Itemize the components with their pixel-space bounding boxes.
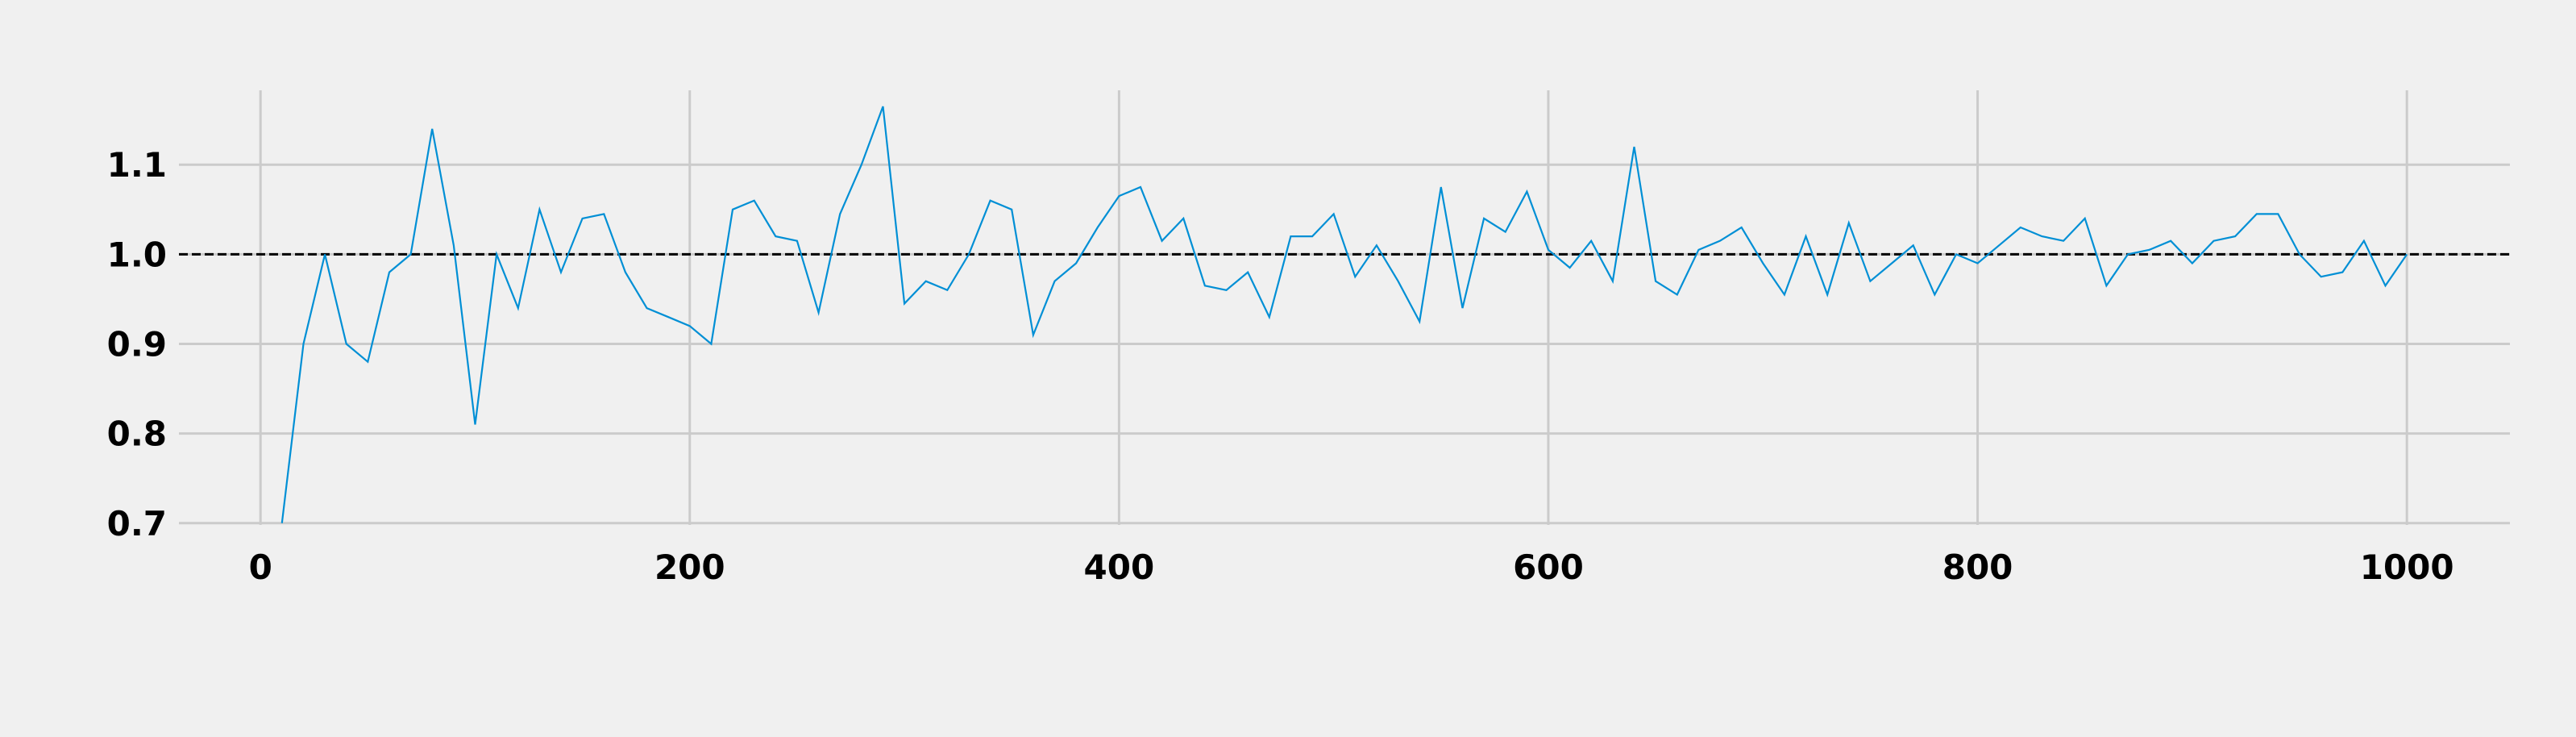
x-tick-label: 1000 (2360, 548, 2454, 587)
series-layer (280, 106, 2408, 523)
x-tick-label: 800 (1942, 548, 2013, 587)
y-tick-label: 1.0 (107, 235, 167, 274)
series-line (280, 106, 2408, 523)
y-tick-label: 1.1 (107, 145, 167, 185)
x-axis-tick-labels: 0 200 400 600 800 1000 (249, 548, 2454, 587)
x-tick-label: 200 (654, 548, 725, 587)
y-tick-label: 0.9 (107, 325, 167, 364)
y-tick-label: 0.8 (107, 414, 167, 454)
x-tick-label: 0 (249, 548, 272, 587)
y-axis-tick-labels: 0.7 0.8 0.9 1.0 1.1 (107, 145, 167, 543)
y-gridlines (179, 163, 2510, 525)
x-tick-label: 600 (1513, 548, 1584, 587)
x-gridlines (259, 90, 2408, 525)
y-tick-label: 0.7 (107, 504, 167, 543)
x-tick-label: 400 (1084, 548, 1155, 587)
